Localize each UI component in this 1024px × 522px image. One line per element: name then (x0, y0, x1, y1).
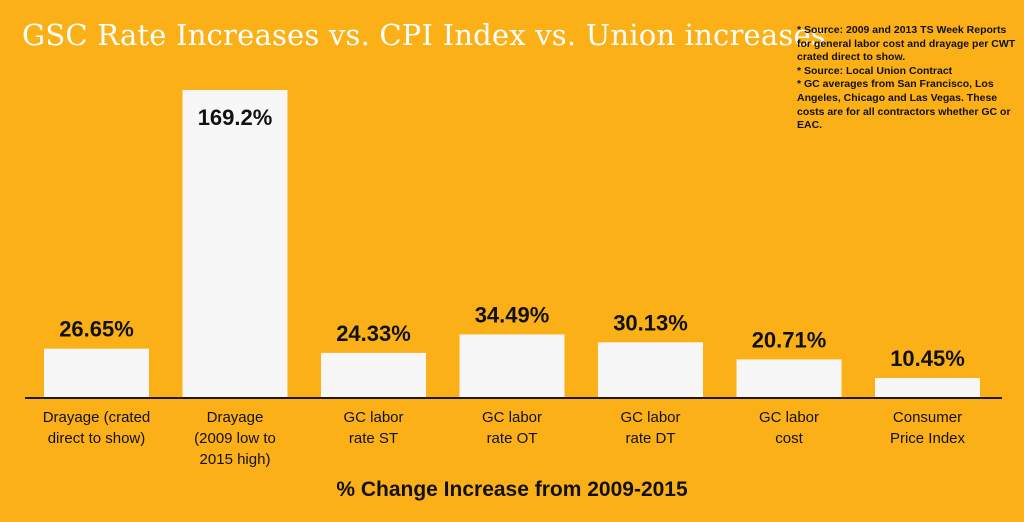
bar-value-label: 24.33% (336, 321, 411, 346)
category-label: Price Index (890, 430, 966, 447)
category-label: (2009 low to (194, 430, 276, 447)
category-label: GC labor (343, 409, 403, 426)
x-axis-title: % Change Increase from 2009-2015 (336, 478, 688, 501)
category-label: rate DT (625, 430, 675, 447)
bar-value-label: 30.13% (613, 310, 688, 335)
source-note: * GC averages from San Francisco, Los An… (797, 78, 1011, 132)
bar-value-label: 10.45% (890, 346, 965, 371)
source-note: * Source: Local Union Contract (797, 64, 953, 77)
category-label: cost (775, 430, 803, 447)
category-label: direct to show) (48, 430, 146, 447)
category-label: 2015 high) (200, 451, 271, 468)
bar-value-label: 20.71% (752, 327, 827, 352)
bar (321, 352, 426, 397)
bar-value-label: 26.65% (59, 317, 134, 342)
category-label: Drayage (crated (43, 409, 151, 426)
category-label: rate ST (349, 430, 398, 447)
bar-value-label: 34.49% (475, 302, 550, 327)
bar (598, 342, 703, 397)
source-note: * Source: 2009 and 2013 TS Week Reports … (797, 24, 1016, 64)
category-label: Drayage (207, 409, 264, 426)
bar (44, 348, 149, 397)
bar (182, 90, 288, 397)
bar (736, 359, 842, 397)
bar (459, 334, 565, 397)
bar (875, 378, 980, 397)
source-notes: * Source: 2009 and 2013 TS Week Reports … (797, 24, 1019, 133)
category-label: rate OT (487, 430, 538, 447)
chart-title: GSC Rate Increases vs. CPI Index vs. Uni… (22, 18, 826, 52)
category-label: GC labor (759, 409, 819, 426)
category-label: GC labor (620, 409, 680, 426)
category-label: Consumer (893, 409, 962, 426)
category-label: GC labor (482, 409, 542, 426)
bar-value-label: 169.2% (198, 105, 273, 130)
